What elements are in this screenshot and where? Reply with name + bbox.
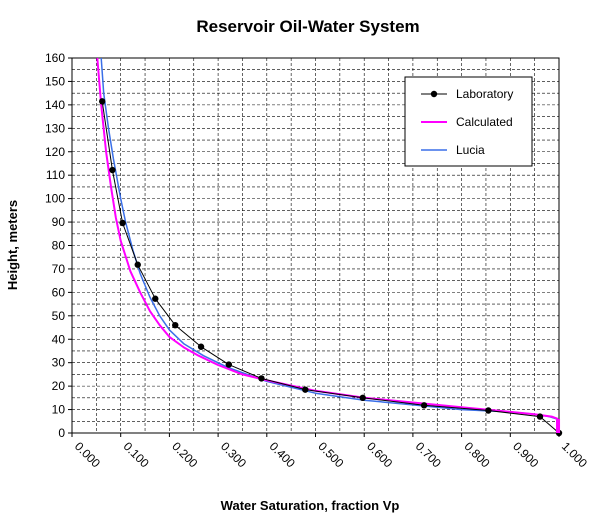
series-layer xyxy=(96,57,563,437)
x-tick-label: 0.800 xyxy=(461,439,492,470)
y-axis-ticks: 0 10 20 30 40 50 60 70 80 90 100 110 120 130 140 150 160 xyxy=(45,51,72,440)
x-tick-label: 0.900 xyxy=(510,439,541,470)
data-point-laboratory xyxy=(172,321,179,329)
y-tick-label: 160 xyxy=(45,51,65,65)
data-point-laboratory xyxy=(109,166,116,174)
x-tick-label: 0.300 xyxy=(218,439,249,470)
y-tick-label: 100 xyxy=(45,192,65,206)
data-point-laboratory xyxy=(134,261,141,268)
data-point-laboratory xyxy=(119,219,126,227)
legend-label-calculated: Calculated xyxy=(456,115,513,129)
y-tick-label: 60 xyxy=(52,285,66,299)
data-point-laboratory xyxy=(225,361,233,368)
chart-title: Reservoir Oil-Water System xyxy=(196,17,419,36)
y-tick-label: 150 xyxy=(45,74,65,88)
data-point-laboratory xyxy=(152,295,159,302)
legend-label-laboratory: Laboratory xyxy=(456,87,513,101)
data-point-laboratory xyxy=(485,407,492,414)
x-tick-label: 1.000 xyxy=(559,439,590,470)
x-tick-label: 0.600 xyxy=(364,439,395,470)
series-line-calculated xyxy=(96,57,559,420)
x-tick-label: 0.500 xyxy=(315,439,346,470)
y-tick-label: 0 xyxy=(58,426,65,440)
y-tick-label: 110 xyxy=(46,168,65,182)
y-tick-label: 90 xyxy=(52,215,66,229)
y-tick-label: 20 xyxy=(52,379,66,393)
y-tick-label: 30 xyxy=(52,356,66,370)
y-tick-label: 50 xyxy=(52,309,66,323)
y-tick-label: 120 xyxy=(45,145,65,159)
legend-label-lucia: Lucia xyxy=(456,143,485,157)
x-tick-label: 0.400 xyxy=(267,439,298,470)
y-axis-title: Height, meters xyxy=(5,200,20,290)
data-point-laboratory xyxy=(302,386,309,393)
legend-marker-laboratory xyxy=(430,90,438,98)
x-axis-title: Water Saturation, fraction Vp xyxy=(221,498,400,513)
y-tick-label: 10 xyxy=(52,403,66,417)
y-tick-label: 140 xyxy=(45,98,65,112)
y-tick-label: 80 xyxy=(52,239,66,253)
y-tick-label: 40 xyxy=(52,332,66,346)
data-point-laboratory xyxy=(197,343,205,350)
y-tick-label: 130 xyxy=(45,121,65,135)
y-tick-label: 70 xyxy=(52,262,66,276)
data-point-laboratory xyxy=(536,413,544,420)
x-tick-label: 0.100 xyxy=(121,439,152,470)
x-axis-ticks: 0.000 0.100 0.200 0.300 0.400 0.500 0.600 0.700… xyxy=(71,433,590,471)
x-tick-label: 0.700 xyxy=(413,439,444,470)
series-line-lucia xyxy=(100,57,557,420)
data-point-laboratory xyxy=(359,394,366,402)
x-tick-label: 0.000 xyxy=(72,439,103,470)
x-tick-label: 0.200 xyxy=(169,439,200,470)
data-point-laboratory xyxy=(258,375,265,382)
data-point-laboratory xyxy=(420,402,428,409)
legend: Laboratory Calculated Lucia xyxy=(404,76,533,167)
data-point-laboratory xyxy=(98,98,106,105)
